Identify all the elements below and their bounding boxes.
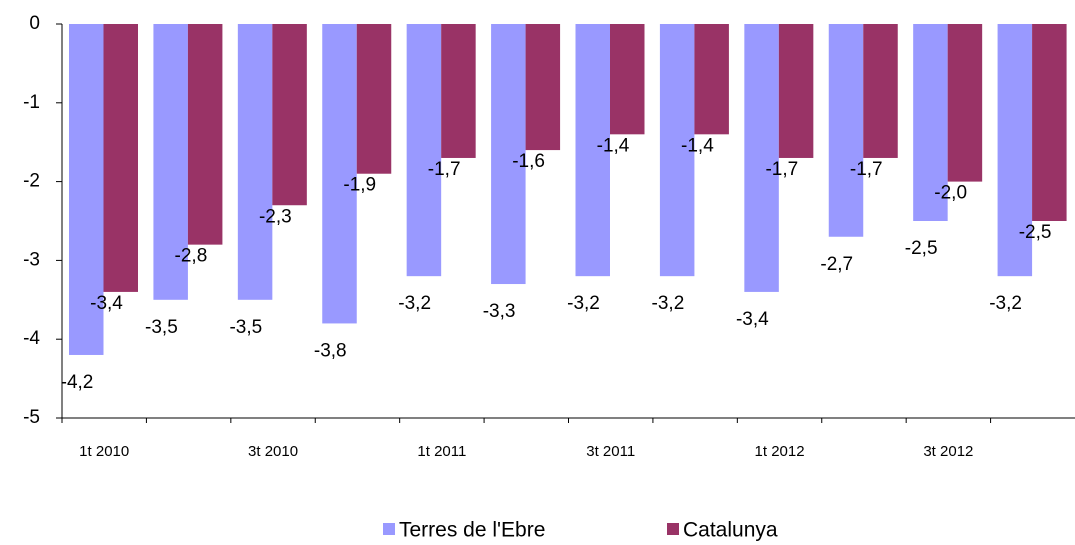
y-tick-label: -3 xyxy=(23,249,40,270)
y-tick-label: -5 xyxy=(23,407,40,428)
bar xyxy=(441,24,476,158)
bar xyxy=(778,24,814,158)
value-label: -2,5 xyxy=(905,238,938,259)
bar xyxy=(659,24,695,277)
y-tick-label: -1 xyxy=(23,92,40,113)
bar xyxy=(610,24,645,135)
bar xyxy=(356,24,392,174)
value-label: -1,4 xyxy=(597,135,630,156)
value-label: -3,2 xyxy=(652,293,685,314)
value-label: -3,4 xyxy=(736,309,769,330)
value-label: -3,5 xyxy=(145,317,178,338)
bar xyxy=(153,24,188,300)
value-label: -1,6 xyxy=(512,151,545,172)
bar xyxy=(69,24,104,355)
legend-label: Catalunya xyxy=(683,519,778,542)
bar xyxy=(406,24,442,277)
x-tick-label: 3t 2012 xyxy=(923,443,973,460)
x-tick-label: 1t 2011 xyxy=(417,443,466,460)
value-label: -2,8 xyxy=(175,246,208,267)
bar xyxy=(322,24,357,324)
value-label: -3,2 xyxy=(989,293,1022,314)
bar xyxy=(103,24,138,292)
value-label: -3,2 xyxy=(567,293,600,314)
bar xyxy=(947,24,983,182)
y-tick-label: -2 xyxy=(23,171,40,192)
x-tick-label: 3t 2011 xyxy=(586,443,635,460)
bar xyxy=(237,24,273,300)
legend-swatch xyxy=(383,523,395,535)
x-tick-label: 3t 2010 xyxy=(248,443,298,460)
x-tick-label: 1t 2010 xyxy=(79,443,129,460)
value-label: -1,7 xyxy=(765,159,798,180)
value-label: -2,3 xyxy=(259,206,292,227)
legend-swatch xyxy=(667,523,679,535)
x-tick-label: 1t 2012 xyxy=(755,443,805,460)
value-label: -2,7 xyxy=(820,254,853,275)
y-tick-label: -4 xyxy=(23,328,40,349)
bar xyxy=(575,24,610,277)
value-label: -3,2 xyxy=(398,293,431,314)
bar xyxy=(744,24,779,292)
value-label: -2,0 xyxy=(934,183,967,204)
value-label: -3,4 xyxy=(90,293,123,314)
bar xyxy=(863,24,898,158)
value-label: -3,5 xyxy=(229,317,262,338)
bar xyxy=(272,24,307,206)
value-label: -3,8 xyxy=(314,340,347,361)
y-tick-label: 0 xyxy=(29,13,40,34)
value-label: -4,2 xyxy=(61,372,94,393)
value-label: -1,7 xyxy=(850,159,883,180)
legend-label: Terres de l'Ebre xyxy=(399,519,545,542)
bar xyxy=(913,24,948,221)
bar xyxy=(1032,24,1067,221)
value-label: -1,9 xyxy=(343,175,376,196)
bar xyxy=(525,24,561,151)
bar xyxy=(997,24,1033,277)
bar xyxy=(828,24,864,237)
value-label: -3,3 xyxy=(483,301,516,322)
value-label: -1,4 xyxy=(681,135,714,156)
bar xyxy=(694,24,729,135)
bar xyxy=(187,24,223,245)
value-label: -2,5 xyxy=(1019,222,1052,243)
bar xyxy=(491,24,526,285)
value-label: -1,7 xyxy=(428,159,461,180)
